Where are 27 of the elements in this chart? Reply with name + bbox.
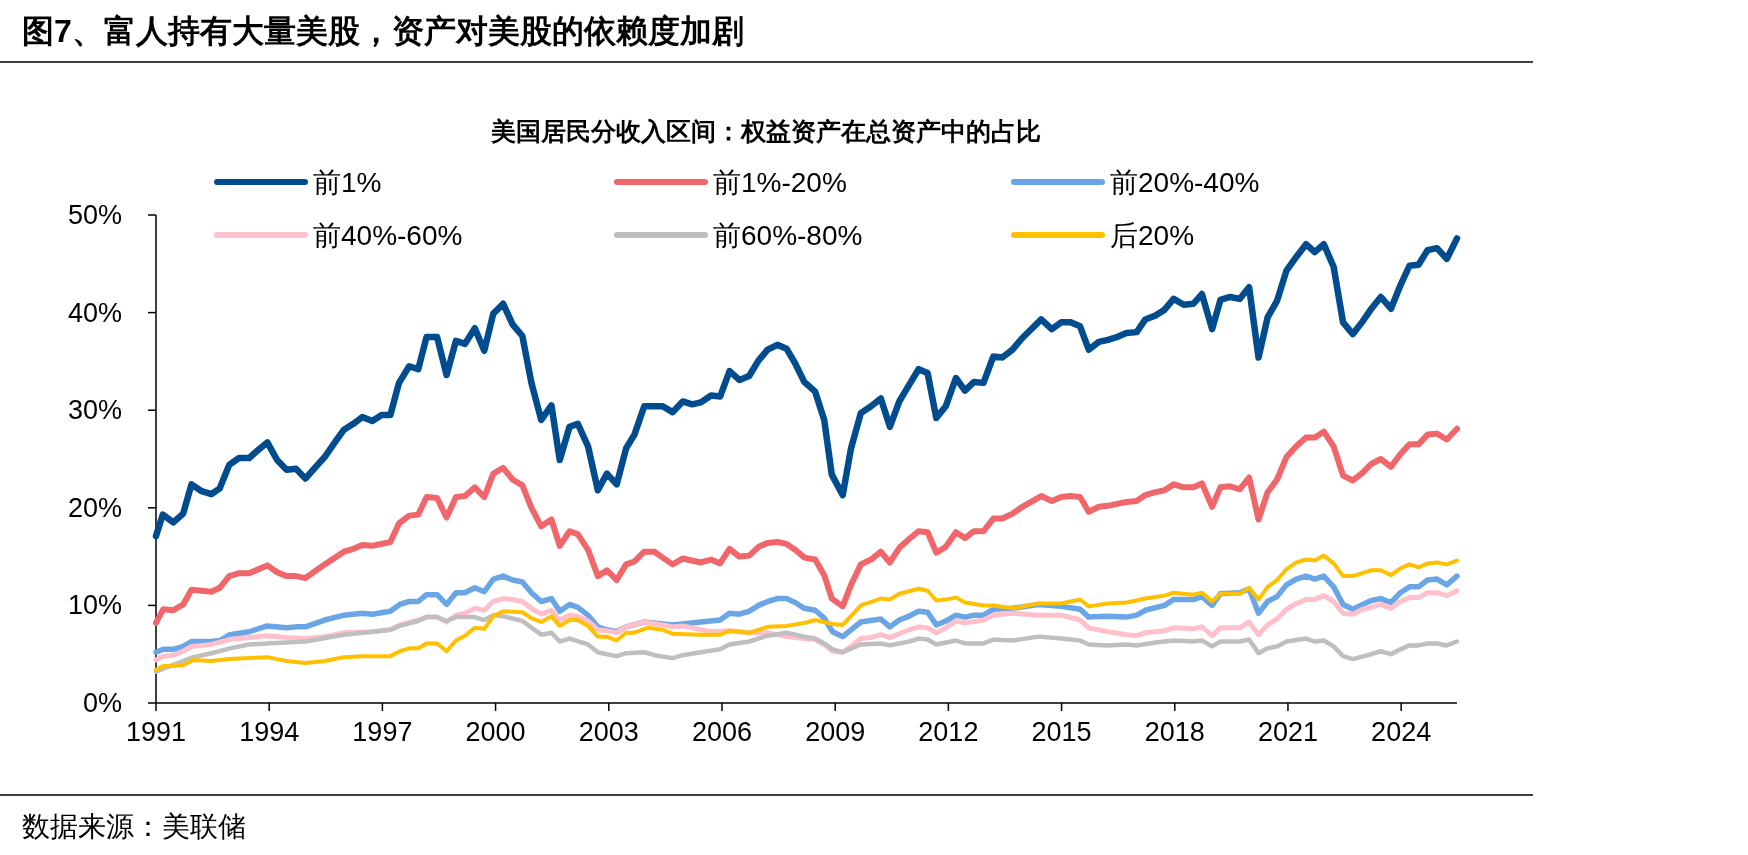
x-tick-label: 1991 xyxy=(125,717,187,747)
legend-label: 后20% xyxy=(1110,220,1195,251)
y-tick-label: 0% xyxy=(82,688,122,718)
x-tick-label: 2006 xyxy=(691,717,753,747)
y-tick-label: 30% xyxy=(67,395,122,426)
x-tick-label: 2024 xyxy=(1371,717,1432,747)
x-tick-label: 1997 xyxy=(352,717,413,747)
x-tick-label: 1994 xyxy=(239,717,300,747)
legend-label: 前40%-60% xyxy=(313,220,463,251)
x-tick-label: 2000 xyxy=(465,717,526,747)
chart-title: 图7、富人持有大量美股，资产对美股的依赖度加剧 xyxy=(22,13,744,49)
x-tick-label: 2003 xyxy=(578,717,639,747)
chart-subtitle: 美国居民分收入区间：权益资产在总资产中的占比 xyxy=(490,117,1041,145)
x-tick-label: 2018 xyxy=(1144,717,1205,747)
y-tick-label: 40% xyxy=(67,297,122,328)
x-tick-label: 2015 xyxy=(1031,717,1092,747)
legend-label: 前20%-40% xyxy=(1110,167,1260,198)
y-tick-label: 10% xyxy=(67,590,122,621)
y-tick-label: 20% xyxy=(67,492,122,523)
legend-label: 前1%-20% xyxy=(713,167,847,198)
x-tick-label: 2021 xyxy=(1257,717,1318,747)
legend-label: 前1% xyxy=(313,167,382,198)
legend-label: 前60%-80% xyxy=(713,220,863,251)
x-tick-label: 2009 xyxy=(805,717,866,747)
y-tick-label: 50% xyxy=(67,200,122,230)
x-tick-label: 2012 xyxy=(918,717,979,747)
source-note: 数据来源：美联储 xyxy=(22,811,246,842)
